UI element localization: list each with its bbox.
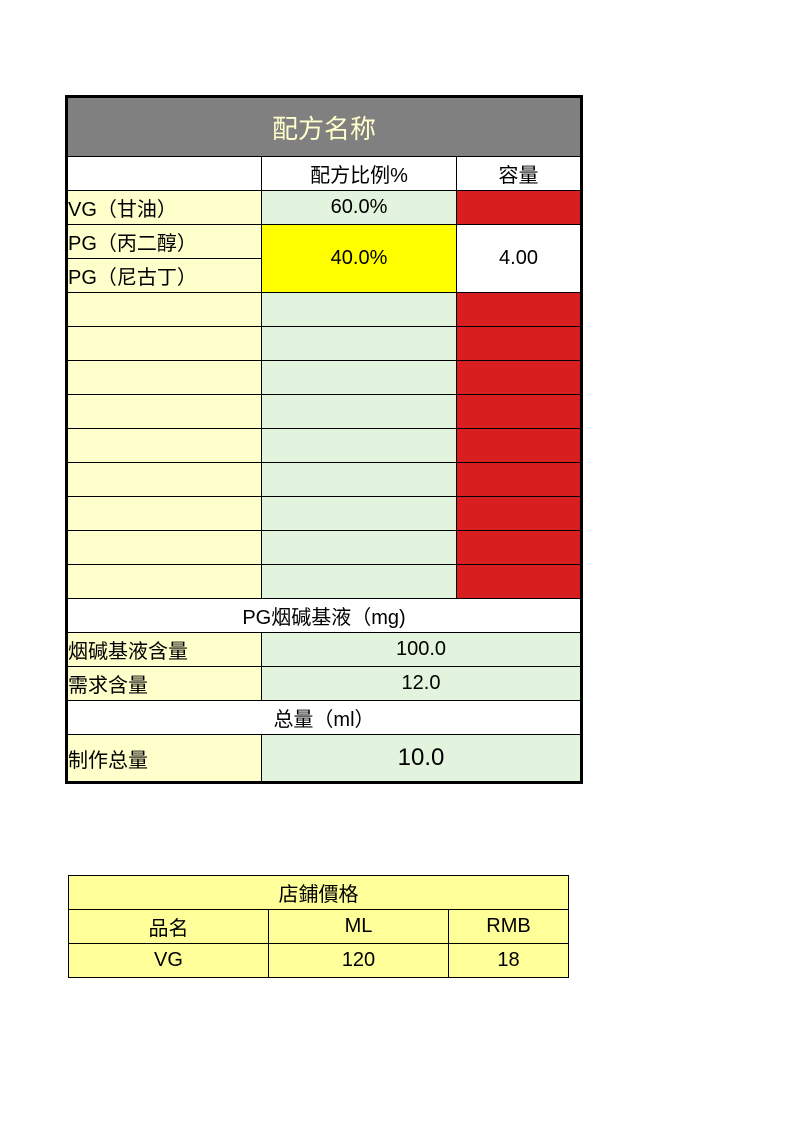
ingredient-label: PG（尼古丁） xyxy=(67,259,262,293)
price-header-rmb: RMB xyxy=(449,910,569,944)
price-ml: 120 xyxy=(269,944,449,978)
ingredient-row: PG（丙二醇） 40.0% 4.00 xyxy=(67,225,582,259)
header-pct: 配方比例% xyxy=(262,157,457,191)
ingredient-label: PG（丙二醇） xyxy=(67,225,262,259)
price-title: 店鋪價格 xyxy=(69,876,569,910)
price-row: VG 120 18 xyxy=(69,944,569,978)
recipe-table: 配方名称 配方比例% 容量 VG（甘油） 60.0% PG（丙二醇） 40.0%… xyxy=(65,95,583,784)
price-rmb: 18 xyxy=(449,944,569,978)
total-label: 制作总量 xyxy=(67,735,262,783)
price-header-ml: ML xyxy=(269,910,449,944)
price-header-name: 品名 xyxy=(69,910,269,944)
ingredient-label: VG（甘油） xyxy=(67,191,262,225)
ingredient-cap: 4.00 xyxy=(457,225,582,293)
ingredient-cap xyxy=(457,191,582,225)
price-name: VG xyxy=(69,944,269,978)
ingredient-row xyxy=(67,531,582,565)
pg-row: 烟碱基液含量 100.0 xyxy=(67,633,582,667)
pg-value: 12.0 xyxy=(262,667,582,701)
pg-label: 烟碱基液含量 xyxy=(67,633,262,667)
ingredient-row xyxy=(67,395,582,429)
total-section-title: 总量（ml） xyxy=(67,701,582,735)
ingredient-row xyxy=(67,565,582,599)
recipe-title: 配方名称 xyxy=(67,97,582,157)
ingredient-row: VG（甘油） 60.0% xyxy=(67,191,582,225)
ingredient-row xyxy=(67,293,582,327)
pg-row: 需求含量 12.0 xyxy=(67,667,582,701)
pg-section-title: PG烟碱基液（mg) xyxy=(67,599,582,633)
header-blank xyxy=(67,157,262,191)
ingredient-row xyxy=(67,463,582,497)
ingredient-row xyxy=(67,361,582,395)
ingredient-pct: 40.0% xyxy=(262,225,457,293)
pg-value: 100.0 xyxy=(262,633,582,667)
price-table: 店鋪價格 品名 ML RMB VG 120 18 xyxy=(68,875,569,978)
ingredient-row xyxy=(67,327,582,361)
ingredient-pct: 60.0% xyxy=(262,191,457,225)
total-value: 10.0 xyxy=(262,735,582,783)
ingredient-row xyxy=(67,497,582,531)
header-cap: 容量 xyxy=(457,157,582,191)
pg-label: 需求含量 xyxy=(67,667,262,701)
total-row: 制作总量 10.0 xyxy=(67,735,582,783)
ingredient-row xyxy=(67,429,582,463)
